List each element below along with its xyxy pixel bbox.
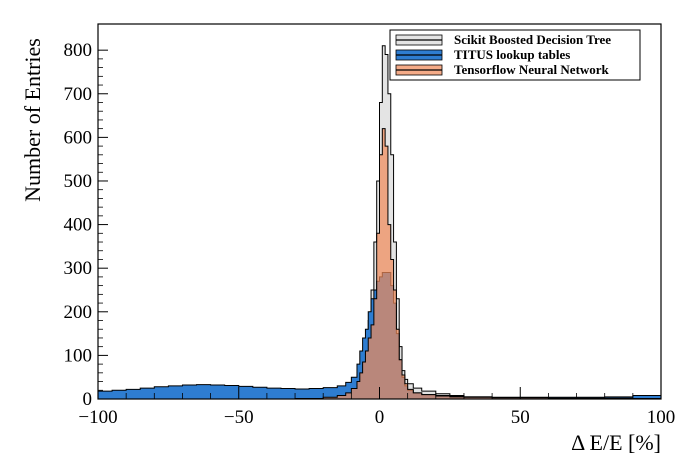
x-axis-title: Δ E/E [%]: [571, 430, 661, 455]
y-tick-label: 600: [64, 127, 93, 148]
x-tick-label: −100: [78, 407, 117, 428]
y-tick-label: 500: [64, 171, 93, 192]
y-tick-label: 100: [64, 345, 93, 366]
x-axis: −100 −50 0 50 100: [78, 387, 675, 428]
legend-label-tensorflow-neural-network: Tensorflow Neural Network: [454, 62, 610, 77]
plot-area: 0 100 200 300 400 500 600 700 800 −100 −50 0 50 100: [64, 23, 675, 428]
y-tick-label: 800: [64, 40, 93, 61]
x-tick-label: −50: [224, 407, 254, 428]
y-tick-label: 700: [64, 84, 93, 105]
legend-label-titus-lookup-tables: TITUS lookup tables: [454, 47, 570, 62]
y-tick-label: 400: [64, 215, 93, 236]
y-tick-label: 0: [83, 389, 93, 410]
y-tick-label: 200: [64, 302, 93, 323]
legend-label-scikit-boosted-decision-tree: Scikit Boosted Decision Tree: [454, 32, 611, 47]
x-tick-label: 50: [511, 407, 530, 428]
y-axis-title: Number of Entries: [20, 38, 45, 202]
y-tick-label: 300: [64, 258, 93, 279]
y-axis: 0 100 200 300 400 500 600 700 800: [64, 40, 108, 410]
x-tick-label: 0: [375, 407, 385, 428]
x-tick-label: 100: [647, 407, 676, 428]
